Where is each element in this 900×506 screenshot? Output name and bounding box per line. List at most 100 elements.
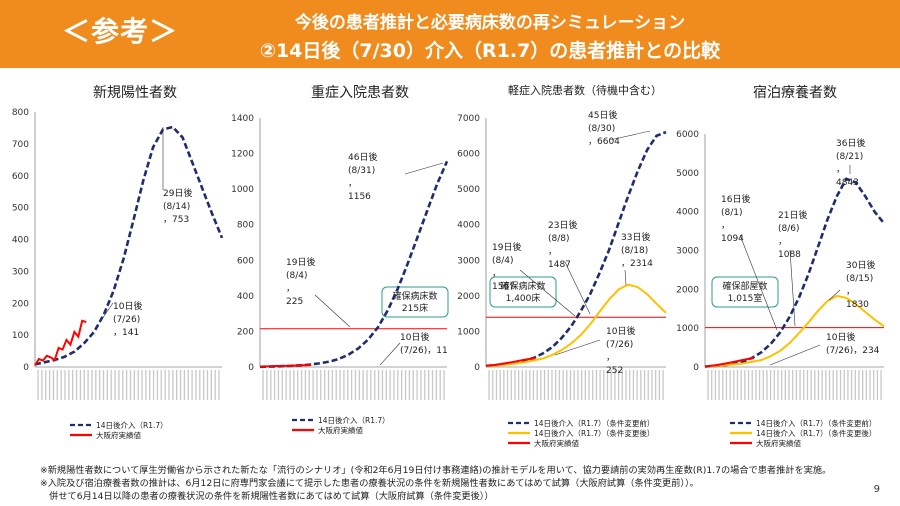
- chart-1-xtick: [41, 370, 43, 400]
- chart-2-capacity-box: [381, 286, 449, 318]
- chart-3-annotation-2: (8/8): [548, 234, 570, 244]
- chart-1-legend-label: 14日後介入（R1.7）: [96, 420, 168, 430]
- chart-2-annotation-3: (7/26)，11: [400, 346, 448, 356]
- chart-2-xtick: [427, 370, 430, 400]
- chart-1-xtick: [56, 370, 58, 400]
- chart-2-annotation-1: ，: [348, 179, 357, 189]
- chart-2-xtick: [350, 370, 353, 400]
- chart-2-ytick: 1200: [231, 150, 254, 160]
- chart-3-xtick: [643, 370, 646, 400]
- chart-3-annotation-3: (8/18): [621, 246, 648, 256]
- chart-1-xtick: [95, 370, 97, 400]
- chart-2-xtick: [285, 370, 287, 400]
- chart-3-xtick: [610, 370, 612, 400]
- chart-3-xtick: [514, 370, 516, 400]
- chart-3-xtick: [580, 370, 583, 400]
- chart-3-capacity-value: 1,400床: [506, 292, 541, 304]
- chart-2-annotation-2: (8/4): [286, 271, 308, 281]
- chart-3-annotation-2: ，: [548, 247, 557, 257]
- chart-4-ytick: 3000: [676, 247, 699, 257]
- chart-2-xtick: [293, 370, 295, 400]
- chart-4-xtick: [803, 370, 805, 400]
- chart-1-annotation-2: ，141: [113, 328, 139, 338]
- chart-2-xtick: [281, 370, 283, 400]
- chart-3-xtick: [592, 370, 594, 400]
- chart-3-capacity-label: 確保病床数: [500, 280, 545, 292]
- chart-2-xtick: [339, 370, 341, 400]
- chart-1-xtick: [102, 370, 105, 400]
- chart-2-ytick: 800: [237, 221, 254, 231]
- chart-4-xtick: [714, 370, 717, 400]
- chart-1-ytick: 400: [12, 236, 29, 246]
- chart-3-ytick: 2000: [457, 292, 480, 302]
- chart-4-xtick: [755, 370, 757, 400]
- chart-2-ytick: 600: [237, 256, 254, 266]
- chart-1-xtick: [110, 370, 112, 400]
- chart-3-xtick: [492, 370, 494, 400]
- chart-3-annotation-5: 10日後: [606, 325, 635, 337]
- chart-1-xtick: [60, 370, 62, 400]
- chart-1-ytick: 600: [12, 172, 29, 182]
- chart-4-ytick: 1000: [676, 324, 699, 334]
- chart-2-annotation-2: ，: [286, 284, 295, 294]
- chart-2-annotation-2: 225: [286, 297, 303, 307]
- chart-4-annotation-2: 16日後: [721, 193, 750, 205]
- chart-1-ytick: 700: [12, 140, 29, 150]
- chart-4-xtick: [725, 370, 728, 400]
- chart-2-ytick: 400: [237, 292, 254, 302]
- chart-3-xtick: [558, 370, 561, 400]
- chart-4-xtick: [784, 370, 786, 400]
- chart-4-xtick: [854, 370, 856, 400]
- chart-4-annotation-1: 36日後: [836, 137, 865, 149]
- chart-2-xtick: [435, 370, 437, 400]
- chart-3-annotation-5: 252: [606, 366, 623, 376]
- chart-4-xtick: [865, 370, 867, 400]
- chart-1-xtick: [191, 370, 193, 400]
- chart-3-annotation-2: 1487: [548, 260, 571, 270]
- chart-2-xtick: [297, 370, 299, 400]
- chart-3-xtick: [588, 370, 590, 400]
- chart-2-xtick: [416, 370, 418, 400]
- chart-4-xtick: [744, 370, 746, 400]
- chart-3-annotation-leader: [564, 261, 591, 315]
- chart-2-xtick: [404, 370, 407, 400]
- chart-3-xtick: [499, 370, 501, 400]
- chart-4-xtick: [733, 370, 735, 400]
- chart-1-xtick: [183, 370, 186, 400]
- chart-3-series-2: [485, 283, 667, 368]
- chart-3-xtick: [488, 370, 490, 400]
- chart-4-xtick: [825, 370, 827, 400]
- chart-3-ytick: 4000: [457, 221, 480, 231]
- chart-2-xtick: [366, 370, 368, 400]
- chart-2-ytick: 1400: [231, 114, 254, 124]
- chart-4-annotation-3: (8/6): [778, 224, 800, 234]
- chart-2-xtick: [408, 370, 411, 400]
- chart-2-xtick: [273, 370, 276, 400]
- chart-1-xtick: [149, 370, 151, 400]
- chart-2-xtick: [393, 370, 395, 400]
- chart-2-xtick: [316, 370, 318, 400]
- chart-1-xtick: [87, 370, 89, 400]
- chart-4-xtick: [880, 370, 882, 400]
- chart-4-xtick: [751, 370, 753, 400]
- chart-3-xtick: [640, 370, 642, 400]
- chart-4-xtick: [722, 370, 724, 400]
- chart-1-xtick: [72, 370, 74, 400]
- chart-1-xtick: [52, 370, 55, 400]
- chart-1-xtick: [106, 370, 109, 400]
- title-line-2: ②14日後（7/30）介入（R1.7）の患者推計との比較: [259, 40, 721, 62]
- chart-3-capacity-box: [489, 276, 557, 308]
- chart-4-xtick: [777, 370, 779, 400]
- header-banner: ＜参考＞ 今後の患者推計と必要病床数の再シミュレーション ②14日後（7/30）…: [0, 0, 900, 68]
- chart-2-legend-label: 14日後介入（R1.7）: [318, 415, 390, 425]
- chart-2-annotation-leader: [314, 294, 351, 328]
- chart-1-xtick: [176, 370, 178, 400]
- chart-1-xtick: [210, 370, 212, 400]
- chart-2-xtick: [439, 370, 441, 400]
- chart-3-annotation-leader: [609, 130, 651, 141]
- chart-1-xtick: [75, 370, 78, 400]
- chart-3-xtick: [573, 370, 575, 400]
- chart-2-xtick: [431, 370, 434, 400]
- chart-4-legend-label: 大阪府実績値: [756, 438, 801, 448]
- chart-3-title: 軽症入院患者数（待機中含む）: [508, 84, 662, 97]
